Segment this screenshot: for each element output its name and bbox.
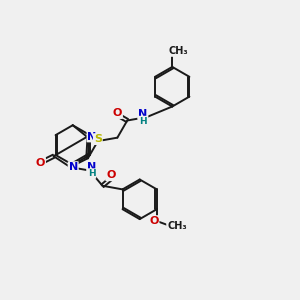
- Text: CH₃: CH₃: [168, 46, 188, 56]
- Text: N: N: [88, 131, 97, 142]
- Text: N: N: [138, 109, 147, 119]
- Text: H: H: [88, 169, 95, 178]
- Text: N: N: [69, 162, 78, 172]
- Text: H: H: [139, 116, 147, 125]
- Text: O: O: [106, 170, 116, 180]
- Text: O: O: [149, 216, 159, 226]
- Text: CH₃: CH₃: [167, 221, 187, 231]
- Text: O: O: [36, 158, 45, 168]
- Text: O: O: [113, 108, 122, 118]
- Text: N: N: [87, 162, 96, 172]
- Text: S: S: [94, 134, 102, 144]
